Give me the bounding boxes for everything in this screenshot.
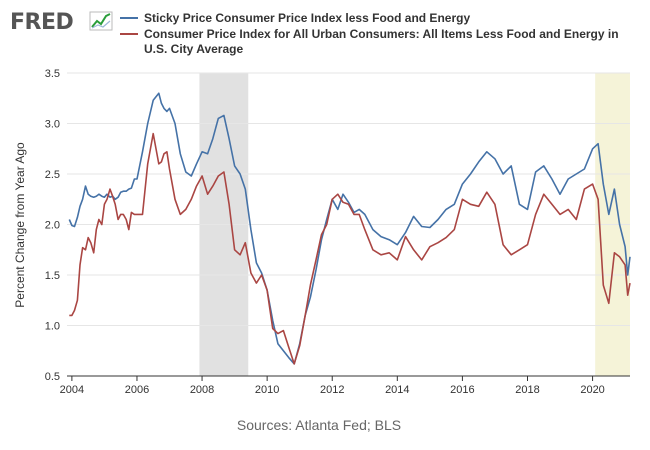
y-axis-label: Percent Change from Year Ago [13, 142, 27, 308]
x-tick-label: 2014 [385, 384, 409, 396]
x-tick-label: 2012 [320, 384, 344, 396]
x-tick-label: 2010 [255, 384, 279, 396]
y-tick-label: 2.0 [45, 220, 60, 232]
fred-logo-text: FRED [10, 10, 73, 35]
y-tick-label: 3.5 [45, 68, 60, 80]
x-tick-label: 2006 [125, 384, 149, 396]
legend-label-sticky-cpi: Sticky Price Consumer Price Index less F… [144, 11, 470, 25]
x-tick-label: 2016 [450, 384, 474, 396]
fred-chart-icon [89, 11, 113, 31]
series-line-core-cpi [69, 132, 631, 365]
x-tick-label: 2004 [60, 384, 84, 396]
legend-label-core-cpi: Consumer Price Index for All Urban Consu… [144, 27, 622, 56]
y-tick-label: 2.5 [45, 169, 60, 181]
x-tick-label: 2020 [580, 384, 604, 396]
y-tick-label: 0.5 [45, 371, 60, 383]
legend-label-core-cpi-line2: U.S. City Average [144, 42, 243, 56]
x-axis-ticks: 2004 2006 2008 2010 2012 2014 2016 2018 2020 [60, 376, 605, 396]
y-tick-label: 1.5 [45, 270, 60, 282]
source-note: Sources: Atlanta Fed; BLS [237, 417, 401, 433]
y-tick-label: 1.0 [45, 321, 60, 333]
series-lines [68, 92, 631, 365]
x-tick-label: 2018 [515, 384, 539, 396]
x-tick-label: 2008 [190, 384, 214, 396]
fred-logo: FRED [10, 10, 113, 35]
legend-label-core-cpi-line1: Consumer Price Index for All Urban Consu… [144, 27, 619, 41]
y-axis-ticks: 0.5 1.0 1.5 2.0 2.5 3.0 3.5 [45, 68, 60, 383]
legend: Sticky Price Consumer Price Index less F… [120, 11, 622, 56]
gridlines [67, 72, 630, 377]
y-tick-label: 3.0 [45, 119, 60, 131]
